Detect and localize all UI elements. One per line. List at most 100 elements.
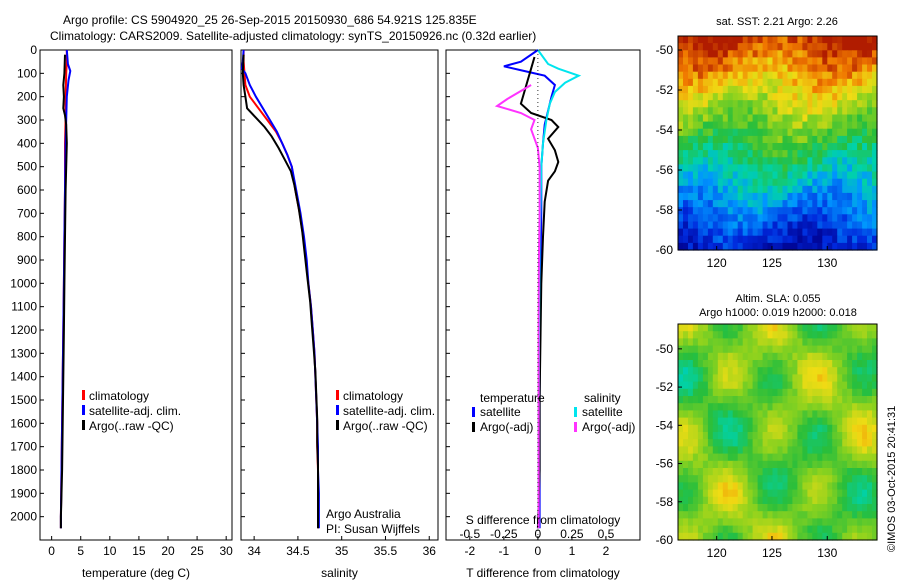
sla-map-cell — [727, 525, 734, 534]
sst-map-cell — [807, 228, 813, 237]
sst-map-cell — [762, 78, 769, 87]
sst-map-cell — [852, 64, 858, 73]
sst-map-cell — [692, 107, 699, 115]
sst-map-cell — [692, 36, 699, 44]
sst-map-cell — [683, 71, 689, 80]
sst-map-cell — [747, 143, 754, 151]
sla-map-cell — [787, 403, 794, 411]
sla-map-cell — [688, 345, 694, 354]
sst-map-cell — [678, 128, 684, 137]
sst-map-cell — [737, 242, 744, 251]
sst-map-cell — [817, 185, 823, 194]
sla-map-cell — [832, 410, 838, 419]
sla-map-cell — [727, 338, 734, 347]
sla-map-cell — [767, 496, 774, 505]
sst-map-cell — [772, 107, 779, 115]
sst-map-cell — [862, 57, 868, 66]
sla-map-cell — [777, 439, 784, 447]
sla-map-cell — [792, 324, 798, 332]
sla-map-cell — [807, 417, 813, 426]
sla-map-cell — [697, 367, 704, 375]
sla-map-cell — [752, 475, 759, 483]
sst-map-cell — [732, 164, 739, 173]
sst-map-cell — [857, 100, 863, 108]
sst-map-cell — [852, 71, 858, 80]
sla-map-cell — [772, 360, 779, 368]
sst-map-cell — [732, 192, 739, 201]
sla-map-cell — [752, 331, 759, 339]
sst-map-cell — [678, 50, 684, 58]
sst-map-cell — [852, 36, 858, 44]
sla-map-cell — [752, 482, 759, 491]
sst-map-cell — [862, 43, 868, 51]
sst-map-cell — [717, 71, 724, 80]
sla-map-cell — [737, 489, 744, 498]
sst-map-cell — [787, 171, 794, 180]
sst-map-cell — [807, 200, 813, 208]
sst-map-cell — [872, 50, 878, 58]
sst-map-cell — [797, 143, 803, 151]
sst-map-cell — [717, 143, 724, 151]
sla-map-cell — [762, 511, 769, 519]
sla-map-cell — [867, 496, 873, 505]
sst-map-cell — [837, 164, 843, 173]
sla-map-cell — [867, 345, 873, 354]
sla-map-cell — [837, 453, 843, 462]
sst-map-cell — [862, 164, 868, 173]
depth-tick-label: 300 — [17, 113, 37, 127]
sla-map-cell — [802, 518, 808, 527]
sst-map-cell — [702, 100, 709, 108]
sst-map-cell — [683, 78, 689, 87]
sla-map-cell — [747, 439, 754, 447]
sst-map-cell — [772, 114, 779, 123]
sst-map-cell — [688, 150, 694, 158]
sst-map-cell — [722, 71, 729, 80]
sst-map-cell — [832, 228, 838, 237]
sst-map-cell — [707, 157, 714, 165]
sst-map-cell — [722, 164, 729, 173]
sla-map-cell — [777, 324, 784, 332]
sst-map-cell — [707, 221, 714, 230]
sla-map-cell — [872, 403, 878, 411]
sla-map-cell — [747, 475, 754, 483]
sla-map-cell — [747, 388, 754, 397]
sla-map-cell — [757, 410, 764, 419]
sst-map-cell — [757, 135, 764, 144]
sla-map-cell — [792, 496, 798, 505]
sla-map-cell — [678, 352, 684, 361]
sst-map-cell — [702, 164, 709, 173]
sla-map-cell — [812, 381, 818, 390]
sla-map-cell — [683, 439, 689, 447]
sst-map-cell — [722, 157, 729, 165]
sla-map-cell — [742, 424, 749, 433]
sst-map-cell — [827, 100, 833, 108]
sst-map-cell — [842, 50, 848, 58]
sla-map-cell — [678, 417, 684, 426]
sla-map-cell — [752, 432, 759, 440]
sst-map-cell — [752, 228, 759, 237]
sst-map-cell — [717, 135, 724, 144]
sla-map-cell — [777, 496, 784, 505]
sst-map-cell — [772, 64, 779, 73]
sla-map-cell — [792, 453, 798, 462]
sla-map-cell — [742, 482, 749, 491]
sst-map-cell — [852, 235, 858, 244]
sst-map-cell — [732, 185, 739, 194]
sla-map-cell — [797, 446, 803, 455]
sla-map-cell — [683, 482, 689, 491]
sst-map-cell — [688, 185, 694, 194]
sla-map-cell — [797, 432, 803, 440]
sst-map-cell — [827, 178, 833, 187]
sst-map-cell — [787, 235, 794, 244]
sla-map-cell — [832, 482, 838, 491]
sst-map-cell — [802, 200, 808, 208]
sla-map-cell — [807, 518, 813, 527]
sst-map-cell — [732, 178, 739, 187]
sst-map-cell — [707, 235, 714, 244]
sst-map-cell — [837, 107, 843, 115]
sst-map-cell — [752, 121, 759, 130]
sst-map-cell — [712, 164, 719, 173]
sst-map-cell — [752, 164, 759, 173]
sst-map-cell — [697, 64, 704, 73]
sst-map-cell — [842, 121, 848, 130]
